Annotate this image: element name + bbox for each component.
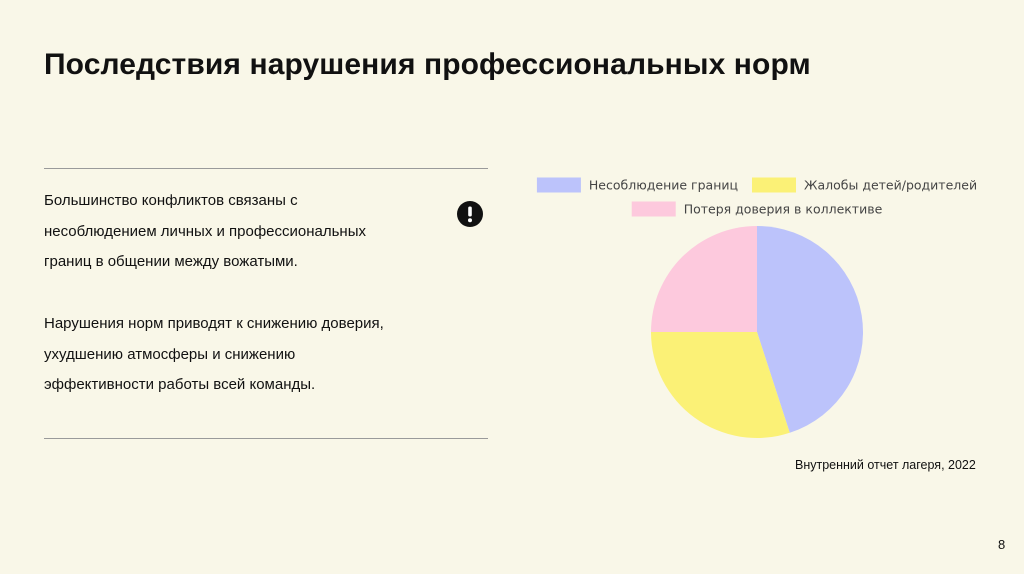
legend-label: Потеря доверия в коллективе bbox=[684, 202, 883, 217]
legend-label: Жалобы детей/родителей bbox=[804, 178, 977, 193]
legend-swatch bbox=[752, 177, 797, 193]
page-number: 8 bbox=[998, 537, 1006, 552]
pie-slices bbox=[651, 226, 863, 438]
legend-label: Несоблюдение границ bbox=[589, 178, 738, 193]
pie-slice bbox=[757, 226, 863, 433]
top-divider bbox=[44, 168, 488, 169]
legend-item: Жалобы детей/родителей bbox=[752, 177, 977, 193]
paragraph-line: Нарушения норм приводят к снижению довер… bbox=[44, 315, 384, 332]
legend-swatch bbox=[536, 177, 581, 193]
chart-source-note: Внутренний отчет лагеря, 2022 bbox=[795, 458, 976, 472]
legend-item: Потеря доверия в коллективе bbox=[631, 201, 883, 217]
chart-legend: Несоблюдение границ Жалобы детей/родителе… bbox=[536, 177, 977, 217]
legend-swatch bbox=[631, 201, 676, 217]
exclamation-circle-icon bbox=[456, 200, 484, 228]
bottom-divider bbox=[44, 438, 488, 439]
paragraph-line: границ в общении между вожатыми. bbox=[44, 253, 298, 270]
paragraph-conflicts: Большинство конфликтов связаны с несоблю… bbox=[44, 186, 444, 278]
legend-item: Несоблюдение границ bbox=[536, 177, 738, 193]
pie-slice bbox=[651, 226, 757, 332]
paragraph-consequences: Нарушения норм приводят к снижению довер… bbox=[44, 309, 444, 401]
paragraph-line: несоблюдением личных и профессиональных bbox=[44, 222, 367, 240]
paragraph-line: ухудшению атмосферы и снижению bbox=[44, 345, 296, 363]
paragraph-line: эффективности работы всей команды. bbox=[44, 376, 316, 393]
paragraph-line: Большинство конфликтов связаны с bbox=[44, 192, 298, 209]
slide-title: Последствия нарушения профессиональных н… bbox=[44, 48, 811, 81]
pie-chart: Несоблюдение границ Жалобы детей/родителе… bbox=[536, 177, 977, 438]
pie-slice bbox=[651, 332, 790, 438]
